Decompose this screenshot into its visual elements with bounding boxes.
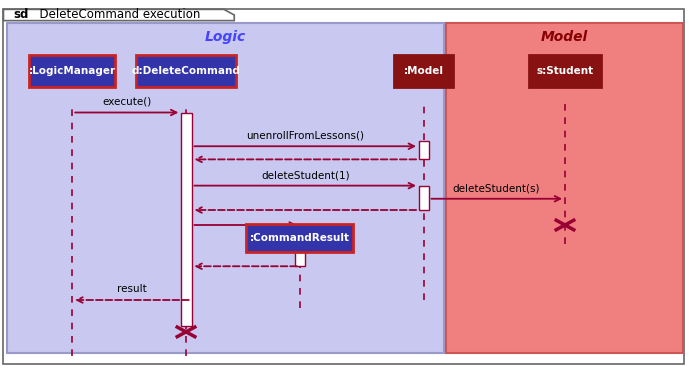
Text: execute(): execute(): [102, 97, 152, 107]
Text: Model: Model: [541, 30, 588, 44]
Bar: [247, 224, 353, 252]
Text: DeleteCommand execution: DeleteCommand execution: [32, 8, 200, 21]
Bar: [29, 56, 115, 87]
Text: unenrollFromLessons(): unenrollFromLessons(): [246, 130, 364, 141]
Text: deleteStudent(s): deleteStudent(s): [453, 183, 539, 193]
Text: :LogicManager: :LogicManager: [29, 66, 116, 76]
Text: d:DeleteCommand: d:DeleteCommand: [132, 66, 240, 76]
Text: Logic: Logic: [205, 30, 246, 44]
Bar: [7, 22, 444, 352]
Bar: [446, 22, 683, 352]
Bar: [295, 238, 305, 266]
Bar: [181, 112, 192, 326]
Text: :CommandResult: :CommandResult: [249, 233, 350, 243]
Bar: [394, 56, 453, 87]
Text: :Model: :Model: [404, 66, 444, 76]
Bar: [136, 56, 236, 87]
Bar: [529, 56, 601, 87]
Text: deleteStudent(1): deleteStudent(1): [261, 170, 349, 180]
Text: result: result: [117, 284, 147, 294]
Text: s:Student: s:Student: [537, 66, 593, 76]
Bar: [419, 141, 429, 159]
Bar: [419, 186, 429, 210]
Text: sd: sd: [14, 8, 29, 21]
